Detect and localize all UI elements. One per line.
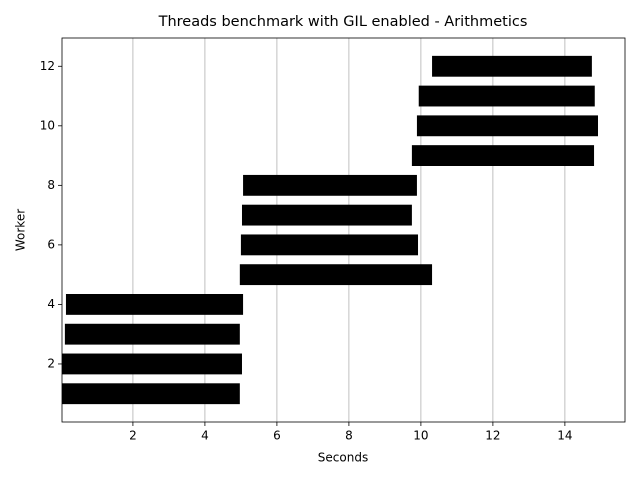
- bar: [432, 55, 592, 77]
- y-tick-label: 12: [40, 59, 55, 73]
- x-tick-label: 10: [413, 429, 428, 443]
- x-tick-label: 6: [273, 429, 281, 443]
- y-tick-label: 2: [47, 356, 55, 370]
- y-axis-label: Worker: [14, 209, 28, 251]
- bar: [411, 145, 595, 166]
- bar: [62, 353, 242, 375]
- x-tick-label: 2: [129, 429, 137, 443]
- bar: [241, 204, 412, 226]
- y-tick-label: 10: [40, 118, 55, 132]
- y-tick-label: 8: [47, 178, 55, 192]
- bar: [243, 174, 417, 196]
- x-tick-label: 14: [557, 429, 572, 443]
- bar: [416, 115, 599, 137]
- bar: [62, 383, 240, 405]
- x-tick-label: 4: [201, 429, 209, 443]
- bar: [239, 264, 433, 286]
- x-tick-label: 8: [345, 429, 353, 443]
- bar: [418, 85, 595, 107]
- y-tick-label: 6: [47, 237, 55, 251]
- bar: [64, 323, 240, 345]
- bar: [240, 234, 419, 256]
- y-tick-label: 4: [47, 297, 55, 311]
- x-tick-label: 12: [485, 429, 500, 443]
- chart-title: Threads benchmark with GIL enabled - Ari…: [158, 14, 528, 30]
- bar: [65, 294, 244, 315]
- x-axis-label: Seconds: [318, 451, 368, 465]
- plot-frame: [61, 37, 626, 423]
